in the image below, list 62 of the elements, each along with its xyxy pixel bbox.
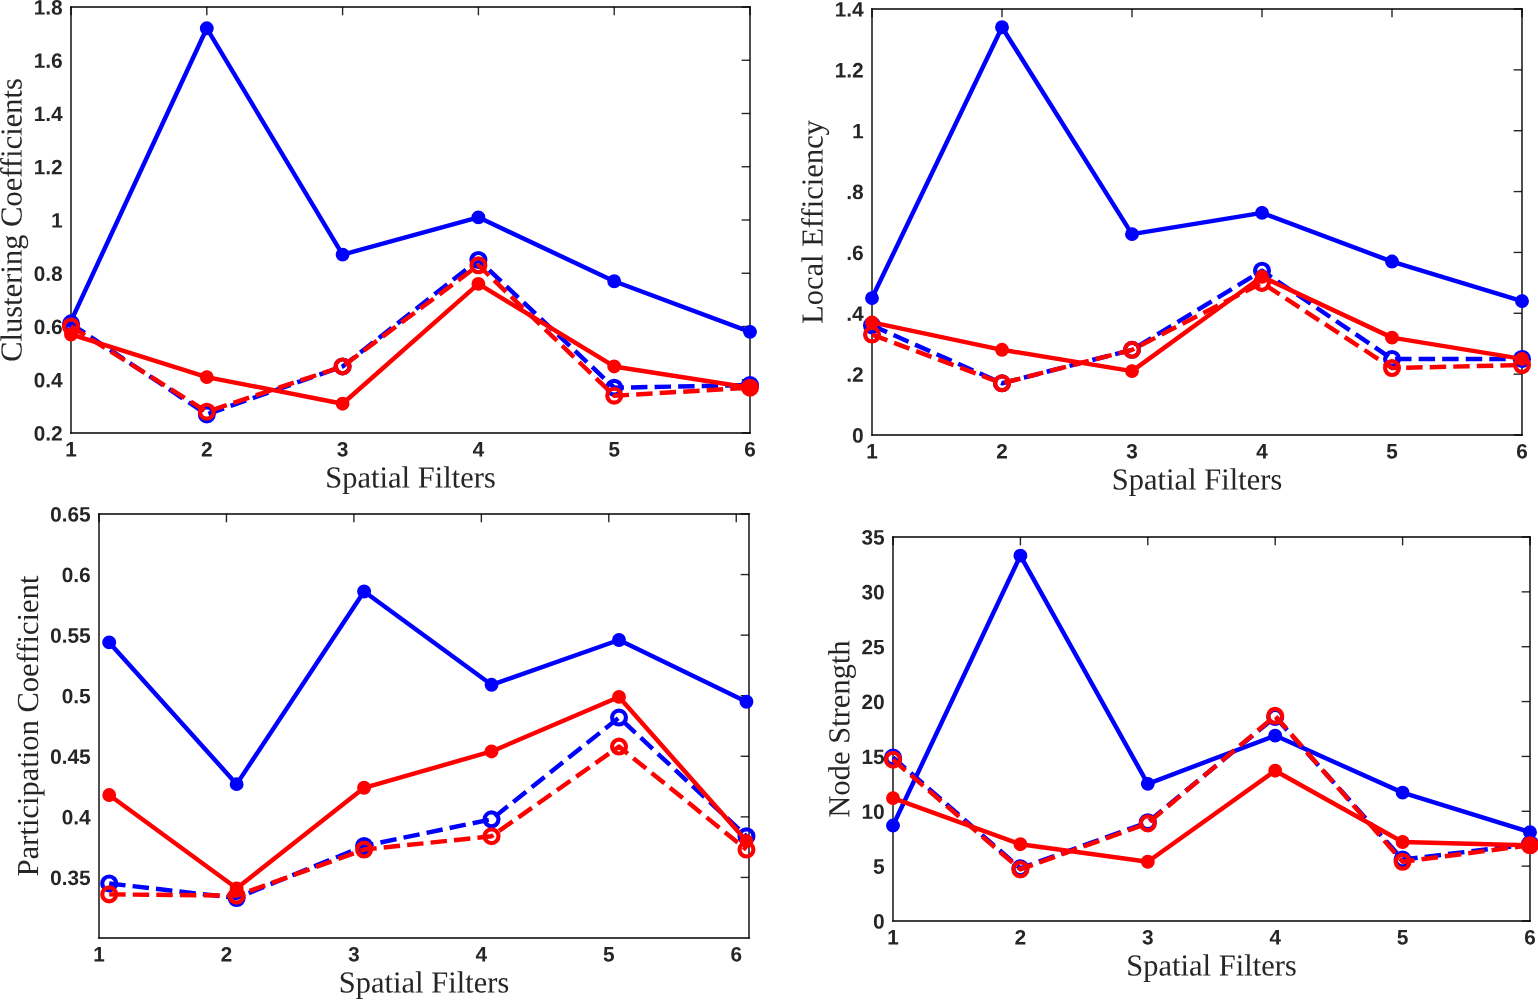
y-tick-label: .4 bbox=[847, 306, 864, 321]
y-tick-label: 0.45 bbox=[50, 749, 91, 765]
x-tick-label: 3 bbox=[1142, 929, 1153, 945]
y-tick-label: 1.4 bbox=[836, 2, 864, 17]
x-tick-label: 4 bbox=[1256, 444, 1268, 459]
x-tick-label: 5 bbox=[609, 442, 620, 457]
y-tick-label: 20 bbox=[862, 694, 884, 710]
y-tick-label: .8 bbox=[847, 184, 864, 200]
x-tick-label: 6 bbox=[1516, 443, 1528, 459]
y-tick-label: 1.2 bbox=[836, 62, 863, 78]
y-tick-label: 0.8 bbox=[34, 266, 63, 281]
y-tick-label: 1.4 bbox=[35, 106, 63, 122]
y-tick-label: 0.55 bbox=[50, 628, 91, 643]
x-axis-title: Spatial Filters bbox=[327, 466, 495, 495]
y-tick-label: 0.4 bbox=[34, 372, 63, 388]
y-tick-label: 0.65 bbox=[50, 507, 91, 522]
y-tick-label: 0.5 bbox=[62, 688, 91, 704]
x-tick-label: 3 bbox=[348, 946, 359, 962]
y-tick-label: 35 bbox=[861, 530, 885, 545]
x-tick-label: 4 bbox=[472, 442, 485, 457]
y-tick-label: 0 bbox=[873, 914, 884, 929]
y-tick-label: 30 bbox=[861, 584, 884, 600]
y-tick-label: 0.35 bbox=[50, 870, 91, 886]
x-tick-label: 5 bbox=[1386, 444, 1398, 459]
y-tick-label: 0.2 bbox=[34, 426, 62, 441]
y-tick-label: 1 bbox=[52, 213, 63, 228]
y-tick-label: 1.2 bbox=[35, 159, 62, 175]
y-tick-label: 10 bbox=[862, 804, 884, 820]
x-axis-title: Spatial Filters bbox=[1113, 468, 1282, 497]
x-tick-label: 6 bbox=[744, 441, 756, 457]
y-axis-title: Node Strength bbox=[828, 640, 856, 817]
x-tick-label: 2 bbox=[201, 441, 212, 457]
x-tick-label: 2 bbox=[1015, 929, 1026, 945]
y-tick-label: 25 bbox=[862, 639, 885, 655]
x-tick-label: 4 bbox=[475, 947, 488, 962]
y-tick-label: 15 bbox=[862, 749, 885, 765]
y-tick-label: 1.6 bbox=[35, 53, 62, 68]
x-tick-label: 6 bbox=[1524, 929, 1536, 945]
x-axis-title: Spatial Filters bbox=[340, 971, 509, 1000]
x-tick-label: 3 bbox=[1126, 443, 1138, 459]
x-tick-label: 5 bbox=[603, 947, 615, 962]
y-tick-label: 0.4 bbox=[62, 809, 91, 825]
x-tick-label: 3 bbox=[337, 441, 348, 457]
y-axis-title: Clustering Coefficients bbox=[0, 79, 29, 361]
x-axis-title: Spatial Filters bbox=[1128, 954, 1296, 983]
x-tick-label: 5 bbox=[1397, 930, 1408, 945]
y-tick-label: .6 bbox=[847, 245, 863, 261]
y-tick-label: 5 bbox=[873, 859, 885, 874]
y-tick-label: 0.6 bbox=[62, 567, 90, 583]
x-tick-label: 2 bbox=[996, 443, 1007, 459]
y-tick-label: 0.6 bbox=[34, 319, 62, 335]
x-tick-label: 2 bbox=[221, 946, 232, 962]
y-tick-label: 1.8 bbox=[35, 0, 63, 15]
y-tick-label: 1 bbox=[853, 123, 864, 139]
x-tick-label: 1 bbox=[888, 930, 899, 945]
y-tick-label: 0 bbox=[852, 428, 863, 443]
y-axis-title: Local Efficiency bbox=[801, 120, 830, 324]
y-axis-title: Participation Coefficient bbox=[16, 575, 45, 876]
y-tick-label: .2 bbox=[847, 367, 863, 382]
x-tick-label: 4 bbox=[1269, 930, 1281, 945]
x-tick-label: 6 bbox=[731, 946, 742, 962]
x-tick-label: 1 bbox=[94, 947, 105, 962]
